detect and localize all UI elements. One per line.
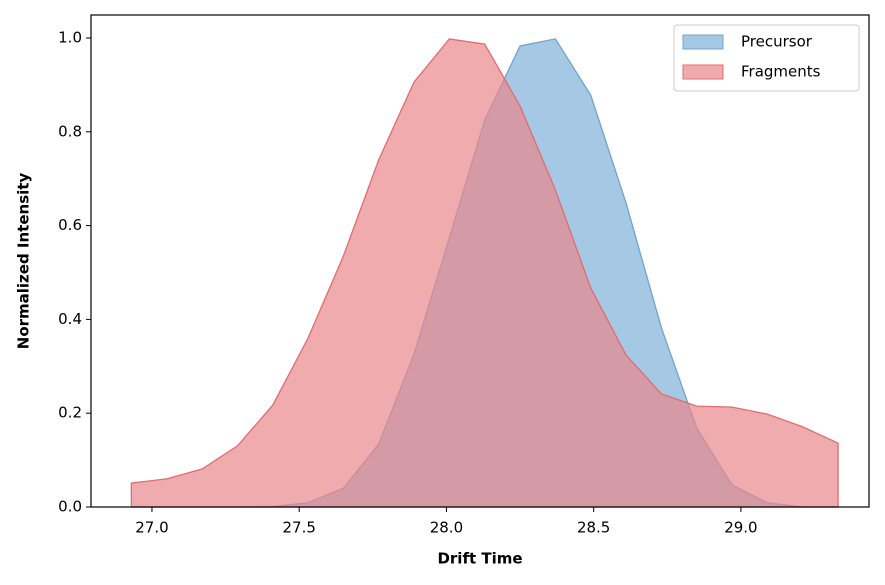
x-tick-label: 28.0 xyxy=(430,519,463,537)
x-tick-label: 29.0 xyxy=(724,519,757,537)
legend-label: Fragments xyxy=(741,63,821,81)
y-tick-label: 0.2 xyxy=(58,404,82,422)
x-tick-label: 27.0 xyxy=(135,519,168,537)
y-tick-label: 1.0 xyxy=(58,28,82,46)
y-tick-label: 0.0 xyxy=(58,498,82,516)
legend-label: Precursor xyxy=(741,33,813,51)
plot-frame xyxy=(90,14,870,508)
legend-swatch xyxy=(682,34,724,50)
x-tick-label: 27.5 xyxy=(282,519,315,537)
x-tick-label: 28.5 xyxy=(577,519,610,537)
y-tick-label: 0.4 xyxy=(58,310,82,328)
area xyxy=(130,38,839,508)
y-tick-label: 0.8 xyxy=(58,122,82,140)
y-axis-label: Normalized Intensity xyxy=(15,173,33,350)
y-tick-label: 0.6 xyxy=(58,216,82,234)
legend-swatch xyxy=(682,64,724,80)
x-axis-label: Drift Time xyxy=(437,550,522,568)
